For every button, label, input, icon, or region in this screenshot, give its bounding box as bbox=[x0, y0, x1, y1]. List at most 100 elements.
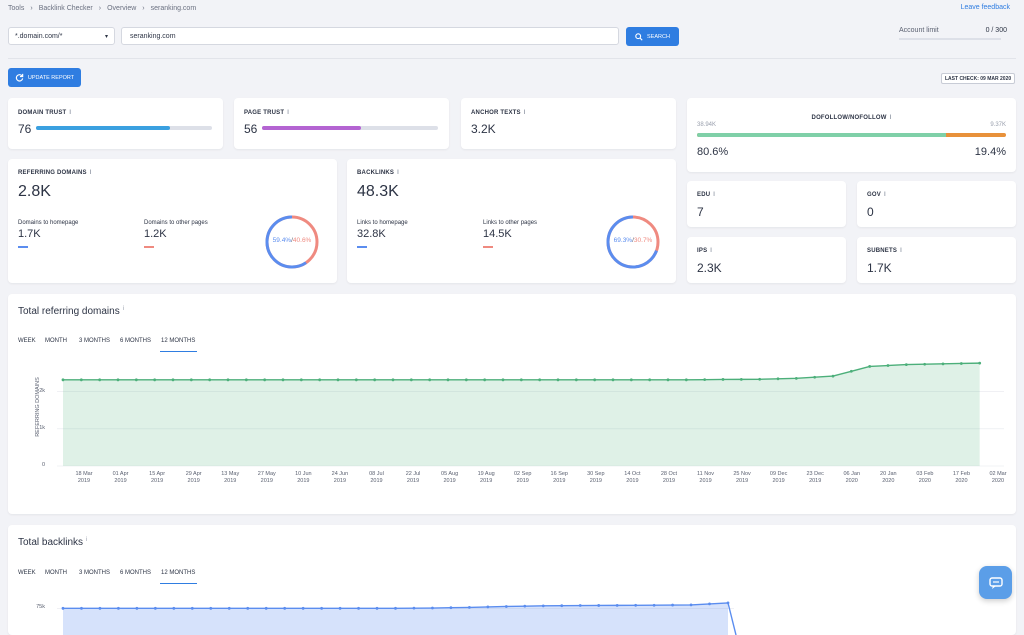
data-point bbox=[190, 606, 194, 610]
info-icon: i bbox=[86, 537, 88, 543]
backlinks-card: BACKLINKS i 48.3K Links to homepage 32.8K… bbox=[347, 159, 676, 283]
data-point bbox=[597, 604, 601, 607]
domains-other-value: 1.2K bbox=[144, 228, 167, 240]
data-point bbox=[61, 378, 65, 382]
x-tick-label: 19 Aug 2019 bbox=[477, 471, 495, 484]
data-point bbox=[135, 606, 139, 610]
dofollow-left-pct: 80.6% bbox=[697, 146, 729, 158]
data-point bbox=[574, 378, 578, 382]
info-icon: i bbox=[397, 170, 400, 176]
x-tick-label: 09 Dec 2019 bbox=[769, 471, 788, 484]
last-check-text: LAST CHECK: 09 MAR 2020 bbox=[945, 75, 1012, 82]
x-tick-label: 11 Nov 2019 bbox=[697, 471, 715, 484]
dofollow-bar bbox=[697, 133, 1006, 137]
chart1-tabs: WEEK MONTH 3 MONTHS 6 MONTHS 12 MONTHS bbox=[18, 338, 218, 354]
gov-value: 0 bbox=[867, 205, 874, 219]
data-point bbox=[486, 605, 490, 609]
search-mode-select[interactable]: *.domain.com/* ▾ bbox=[8, 27, 115, 45]
breadcrumb-item-tools[interactable]: Tools bbox=[8, 5, 25, 12]
refresh-icon bbox=[15, 73, 24, 82]
backlinks-donut bbox=[606, 215, 660, 269]
anchor-texts-card[interactable]: ANCHOR TEXTS i 3.2K bbox=[461, 98, 676, 149]
x-tick-label: 15 Apr 2019 bbox=[149, 471, 166, 484]
x-tick-label: 18 Mar 2019 bbox=[75, 471, 93, 484]
search-button-label: SEARCH bbox=[647, 33, 670, 40]
data-point bbox=[171, 378, 175, 382]
data-point bbox=[153, 606, 157, 610]
series-area bbox=[63, 363, 980, 466]
tab-6-months[interactable]: 6 MONTHS bbox=[120, 570, 152, 576]
page-trust-card: PAGE TRUST i 56 bbox=[234, 98, 449, 149]
data-point bbox=[98, 378, 102, 382]
data-point bbox=[263, 378, 267, 382]
search-mode-value: *.domain.com/* bbox=[15, 32, 63, 40]
data-point bbox=[959, 362, 963, 365]
legend-swatch-homepage bbox=[18, 246, 28, 248]
data-point bbox=[227, 606, 231, 610]
referring-domains-value: 2.8K bbox=[18, 183, 51, 200]
tab-12-months[interactable]: 12 MONTHS bbox=[161, 570, 196, 576]
x-tick-label: 29 Apr 2019 bbox=[185, 471, 202, 484]
data-point bbox=[464, 378, 468, 382]
dofollow-label: DOFOLLOW/NOFOLLOW i bbox=[811, 115, 892, 121]
search-button[interactable]: SEARCH bbox=[626, 27, 679, 46]
account-limit-label: Account limit bbox=[899, 27, 939, 34]
data-point bbox=[61, 606, 65, 610]
data-point bbox=[431, 606, 434, 610]
data-point bbox=[264, 606, 268, 610]
tab-3-months[interactable]: 3 MONTHS bbox=[79, 570, 111, 576]
account-limit-value: 0 / 300 bbox=[985, 27, 1007, 34]
chat-button[interactable] bbox=[979, 566, 1012, 599]
data-point bbox=[758, 377, 762, 381]
breadcrumb-item-backlink-checker[interactable]: Backlink Checker bbox=[38, 5, 93, 12]
info-icon: i bbox=[883, 192, 886, 198]
data-point bbox=[336, 378, 340, 382]
update-report-button[interactable]: UPDATE REPORT bbox=[8, 68, 81, 87]
search-icon bbox=[635, 32, 643, 41]
domain-trust-bar-fill bbox=[36, 126, 170, 130]
x-tick-label: 23 Dec 2019 bbox=[806, 471, 824, 484]
chevron-right-icon: › bbox=[142, 5, 145, 12]
domains-other-label: Domains to other pages bbox=[144, 220, 208, 226]
data-point bbox=[904, 363, 908, 366]
breadcrumb-item-overview[interactable]: Overview bbox=[107, 5, 137, 12]
data-point bbox=[375, 606, 379, 610]
tab-3-months[interactable]: 3 MONTHS bbox=[79, 338, 111, 344]
subnets-label: SUBNETS i bbox=[867, 248, 902, 254]
dofollow-right-count: 9.37K bbox=[990, 122, 1006, 128]
x-tick-label: 06 Jan 2020 bbox=[843, 471, 860, 484]
data-point bbox=[98, 606, 102, 610]
account-limit-bar bbox=[899, 38, 1001, 40]
chat-icon bbox=[988, 576, 1003, 589]
tab-month[interactable]: MONTH bbox=[45, 338, 67, 344]
tab-week[interactable]: WEEK bbox=[18, 570, 36, 576]
y-tick-label: 75k bbox=[36, 604, 45, 611]
tab-month[interactable]: MONTH bbox=[45, 570, 67, 576]
update-report-label: UPDATE REPORT bbox=[27, 74, 75, 81]
data-point bbox=[652, 603, 656, 607]
series-line-drop bbox=[727, 602, 737, 635]
subnets-value: 1.7K bbox=[867, 261, 892, 275]
data-point bbox=[79, 378, 83, 382]
search-input[interactable]: seranking.com bbox=[121, 27, 619, 45]
data-point bbox=[354, 378, 358, 382]
y-tick-label: 0 bbox=[41, 462, 45, 468]
x-tick-label: 13 May 2019 bbox=[221, 471, 240, 484]
referring-domains-donut bbox=[265, 215, 319, 269]
tab-week[interactable]: WEEK bbox=[18, 338, 36, 344]
tab-6-months[interactable]: 6 MONTHS bbox=[120, 338, 152, 344]
x-tick-label: 22 Jul 2019 bbox=[405, 471, 421, 484]
x-tick-label: 05 Aug 2019 bbox=[441, 471, 459, 484]
domain-trust-label: DOMAIN TRUST i bbox=[18, 110, 72, 116]
donut-other-pct: 40.6% bbox=[292, 237, 312, 244]
domain-trust-card: DOMAIN TRUST i 76 bbox=[8, 98, 223, 149]
data-point bbox=[449, 606, 453, 610]
data-point bbox=[172, 606, 176, 610]
data-point bbox=[394, 606, 397, 610]
x-tick-label: 01 Apr 2019 bbox=[112, 471, 129, 484]
chart2-tabs: WEEK MONTH 3 MONTHS 6 MONTHS 12 MONTHS bbox=[18, 570, 218, 586]
links-other-label: Links to other pages bbox=[483, 220, 538, 226]
tab-12-months[interactable]: 12 MONTHS bbox=[161, 338, 196, 344]
leave-feedback-link[interactable]: Leave feedback bbox=[960, 4, 1010, 11]
donut-homepage-segment bbox=[606, 215, 660, 269]
